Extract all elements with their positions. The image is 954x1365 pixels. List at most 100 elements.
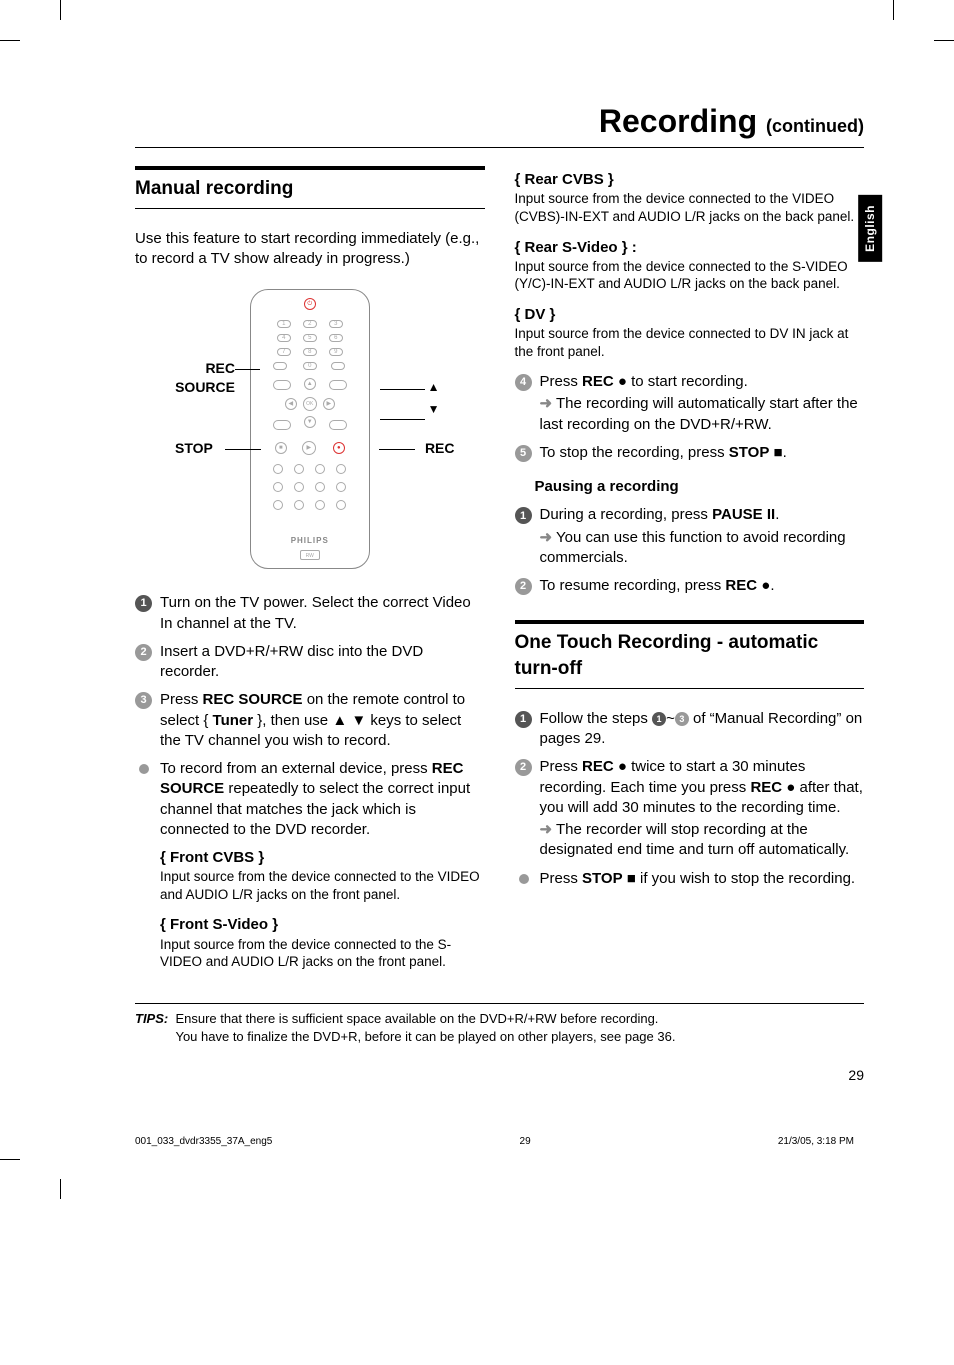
section-rule-thick (135, 166, 485, 170)
num-3: 3 (329, 320, 343, 328)
language-tab: English (858, 195, 882, 262)
s3-b: REC SOURCE (203, 691, 303, 708)
play-button: ▶ (302, 441, 316, 455)
line-rec-source (235, 369, 260, 370)
step-2: 2 Insert a DVD+R/+RW disc into the DVD r… (135, 642, 485, 683)
misc-8 (336, 482, 346, 492)
inline-num-1: 1 (652, 712, 666, 726)
pausing-heading: Pausing a recording (535, 477, 865, 497)
step-4-num: 4 (515, 374, 532, 391)
edit-button (273, 380, 291, 390)
misc-5 (273, 482, 283, 492)
step-4: 4 Press REC ● to start recording. ➜ The … (515, 372, 865, 435)
pause-1-text: During a recording, press PAUSE II. ➜ Yo… (540, 505, 865, 568)
num-0: 0 (303, 362, 317, 370)
remote-diagram: ⏻ 1 2 3 4 5 6 7 8 9 0 (135, 289, 485, 569)
rec-button: ● (333, 442, 345, 454)
step-4-text: Press REC ● to start recording. ➜ The re… (540, 372, 865, 435)
step-5-text: To stop the recording, press STOP ■. (540, 443, 865, 463)
ot-step-2: 2 Press REC ● twice to start a 30 minute… (515, 757, 865, 860)
rear-svideo-desc: Input source from the device connected t… (515, 258, 865, 293)
remote-body: ⏻ 1 2 3 4 5 6 7 8 9 0 (250, 289, 370, 569)
ok-button: OK (303, 397, 317, 411)
option-front-cvbs: { Front CVBS } Input source from the dev… (160, 848, 485, 903)
step-3-num: 3 (135, 692, 152, 709)
ot-bullet: Press STOP ■ if you wish to stop the rec… (515, 869, 865, 889)
arrow-icon: ➜ (540, 395, 553, 412)
manual-recording-intro: Use this feature to start recording imme… (135, 229, 485, 270)
title-rule (135, 147, 864, 148)
manual-recording-heading: Manual recording (135, 176, 485, 202)
p1-res-b: You can use this function to avoid recor… (540, 529, 846, 566)
ot-b-b: STOP (582, 870, 623, 887)
inline-num-3: 3 (675, 712, 689, 726)
tips-line2: You have to finalize the DVD+R, before i… (175, 1029, 675, 1044)
s4-c: ● to start recording. (614, 373, 748, 390)
ot-step-1: 1 Follow the steps 1~3 of “Manual Record… (515, 709, 865, 750)
up-button: ▲ (304, 378, 316, 390)
footer-right: 21/3/05, 3:18 PM (778, 1135, 854, 1149)
num-1: 1 (277, 320, 291, 328)
title-suffix: (continued) (766, 116, 864, 136)
pause-glyph: II (767, 506, 775, 523)
section-rule-thick (515, 620, 865, 624)
crop-marks-top (0, 0, 954, 40)
misc-2 (294, 464, 304, 474)
pause-1-num: 1 (515, 507, 532, 524)
column-left: Manual recording Use this feature to sta… (135, 166, 485, 983)
remote-inner: ⏻ 1 2 3 4 5 6 7 8 9 0 (259, 298, 361, 528)
step-3-text: Press REC SOURCE on the remote control t… (160, 690, 485, 751)
tips-line1: Ensure that there is sufficient space av… (175, 1011, 658, 1026)
line-rec (379, 449, 415, 450)
rear-cvbs-name: { Rear CVBS } (515, 170, 865, 190)
p2-a: To resume recording, press (540, 577, 726, 594)
misc-1 (273, 464, 283, 474)
ot-s1-a: Follow the steps (540, 710, 653, 727)
ot-s2-a: Press (540, 758, 583, 775)
step-4-result: ➜ The recording will automatically start… (540, 394, 865, 435)
line-arrow-up (380, 389, 425, 390)
ot-b-c: ■ if you wish to stop the recording. (623, 870, 856, 887)
bullet-a: To record from an external device, press (160, 760, 432, 777)
s3-d: Tuner (213, 712, 254, 729)
top-button (273, 420, 291, 430)
pause-step-2: 2 To resume recording, press REC ●. (515, 576, 865, 596)
num-4: 4 (277, 334, 291, 342)
page-content: Recording (continued) English Manual rec… (0, 40, 954, 1115)
line-arrow-down (380, 419, 425, 420)
ot-1-text: Follow the steps 1~3 of “Manual Recordin… (540, 709, 865, 750)
bullet-text: To record from an external device, press… (160, 759, 485, 840)
ot-s1-b: ~ (666, 710, 675, 727)
option-front-svideo: { Front S-Video } Input source from the … (160, 915, 485, 970)
power-icon: ⏻ (304, 298, 316, 310)
bullet-icon (519, 874, 529, 884)
s3-a: Press (160, 691, 203, 708)
ot-1-num: 1 (515, 711, 532, 728)
bullet-icon (139, 764, 149, 774)
num-7: 7 (277, 348, 291, 356)
label-rec-source: REC SOURCE (155, 359, 235, 397)
s5-c: ■. (769, 444, 786, 461)
arrow-icon: ➜ (540, 821, 553, 838)
arrow-icon: ➜ (540, 529, 553, 546)
step-5-num: 5 (515, 445, 532, 462)
option-dv: { DV } Input source from the device conn… (515, 305, 865, 360)
s4-b: REC (582, 373, 614, 390)
ot-2-result: ➜ The recorder will stop recording at th… (540, 820, 865, 861)
num-2: 2 (303, 320, 317, 328)
misc-10 (294, 500, 304, 510)
misc-9 (273, 500, 283, 510)
step-bullet-external: To record from an external device, press… (135, 759, 485, 840)
p2-b: REC (725, 577, 757, 594)
front-cvbs-desc: Input source from the device connected t… (160, 868, 485, 903)
step-1: 1 Turn on the TV power. Select the corre… (135, 593, 485, 634)
tips-block: TIPS: Ensure that there is sufficient sp… (135, 1010, 864, 1046)
line-stop (225, 449, 261, 450)
misc-12 (336, 500, 346, 510)
dv-desc: Input source from the device connected t… (515, 325, 865, 360)
misc-6 (294, 482, 304, 492)
step-1-num: 1 (135, 595, 152, 612)
pause-2-text: To resume recording, press REC ●. (540, 576, 865, 596)
misc-4 (336, 464, 346, 474)
dv-name: { DV } (515, 305, 865, 325)
